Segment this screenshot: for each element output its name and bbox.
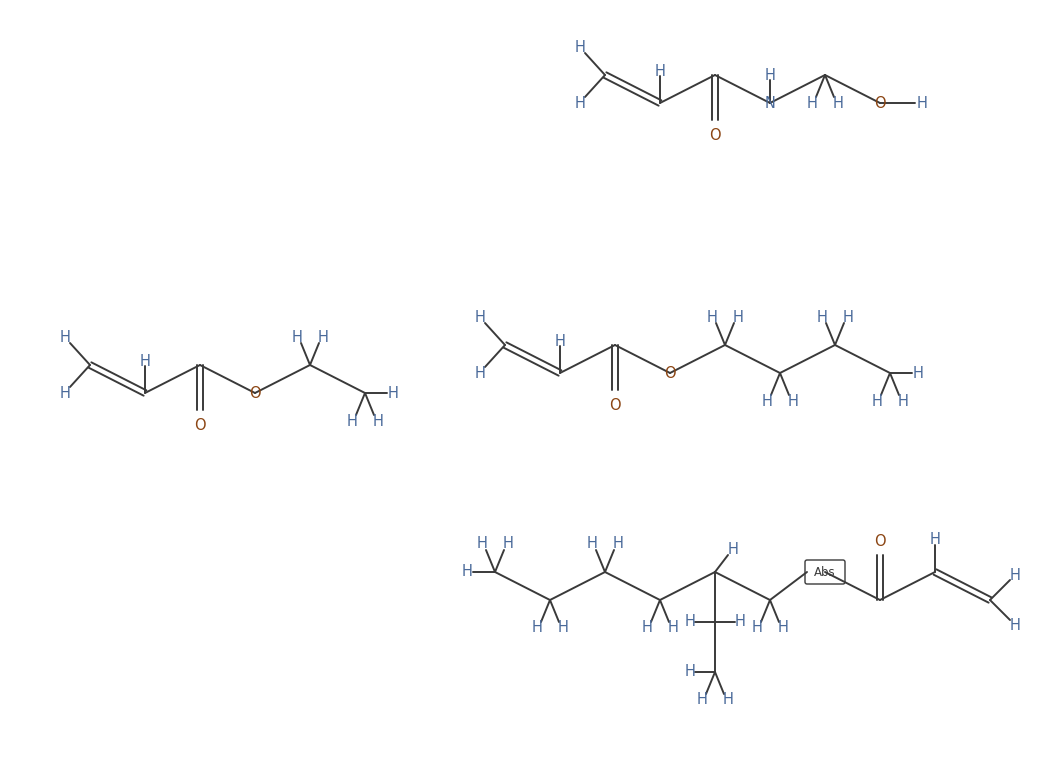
Text: H: H (843, 310, 853, 324)
Text: H: H (654, 64, 665, 78)
Text: H: H (387, 386, 398, 400)
Text: H: H (347, 414, 358, 428)
Text: H: H (816, 310, 828, 324)
Text: H: H (502, 536, 514, 552)
FancyBboxPatch shape (805, 560, 845, 584)
Text: H: H (558, 621, 568, 636)
Text: H: H (722, 692, 733, 708)
Text: H: H (762, 393, 772, 408)
Text: H: H (1010, 567, 1020, 583)
Text: H: H (139, 354, 150, 369)
Text: H: H (732, 310, 744, 324)
Text: H: H (317, 330, 329, 345)
Text: H: H (475, 365, 485, 380)
Text: H: H (667, 621, 679, 636)
Text: N: N (765, 95, 776, 110)
Text: H: H (871, 393, 882, 408)
Text: H: H (734, 615, 746, 629)
Text: H: H (292, 330, 302, 345)
Text: H: H (475, 310, 485, 324)
Text: O: O (875, 95, 886, 110)
Text: H: H (930, 532, 941, 548)
Text: O: O (875, 535, 886, 549)
Text: H: H (898, 393, 909, 408)
Text: H: H (832, 95, 844, 110)
Text: H: H (462, 564, 472, 580)
Text: H: H (913, 365, 924, 380)
Text: Abs: Abs (814, 566, 836, 578)
Text: O: O (664, 365, 676, 380)
Text: H: H (532, 621, 543, 636)
Text: H: H (60, 386, 70, 400)
Text: H: H (477, 536, 487, 552)
Text: H: H (1010, 618, 1020, 632)
Text: H: H (916, 95, 928, 110)
Text: O: O (249, 386, 261, 400)
Text: H: H (706, 310, 717, 324)
Text: H: H (751, 621, 763, 636)
Text: H: H (778, 621, 788, 636)
Text: H: H (575, 40, 585, 54)
Text: H: H (728, 542, 738, 557)
Text: O: O (610, 397, 620, 413)
Text: H: H (697, 692, 708, 708)
Text: H: H (586, 536, 598, 552)
Text: H: H (613, 536, 624, 552)
Text: H: H (765, 68, 776, 82)
Text: O: O (710, 127, 720, 143)
Text: H: H (684, 615, 696, 629)
Text: H: H (807, 95, 817, 110)
Text: H: H (372, 414, 383, 428)
Text: H: H (554, 334, 565, 348)
Text: H: H (787, 393, 798, 408)
Text: H: H (684, 664, 696, 680)
Text: H: H (575, 95, 585, 110)
Text: O: O (195, 417, 205, 432)
Text: H: H (60, 330, 70, 345)
Text: H: H (642, 621, 652, 636)
